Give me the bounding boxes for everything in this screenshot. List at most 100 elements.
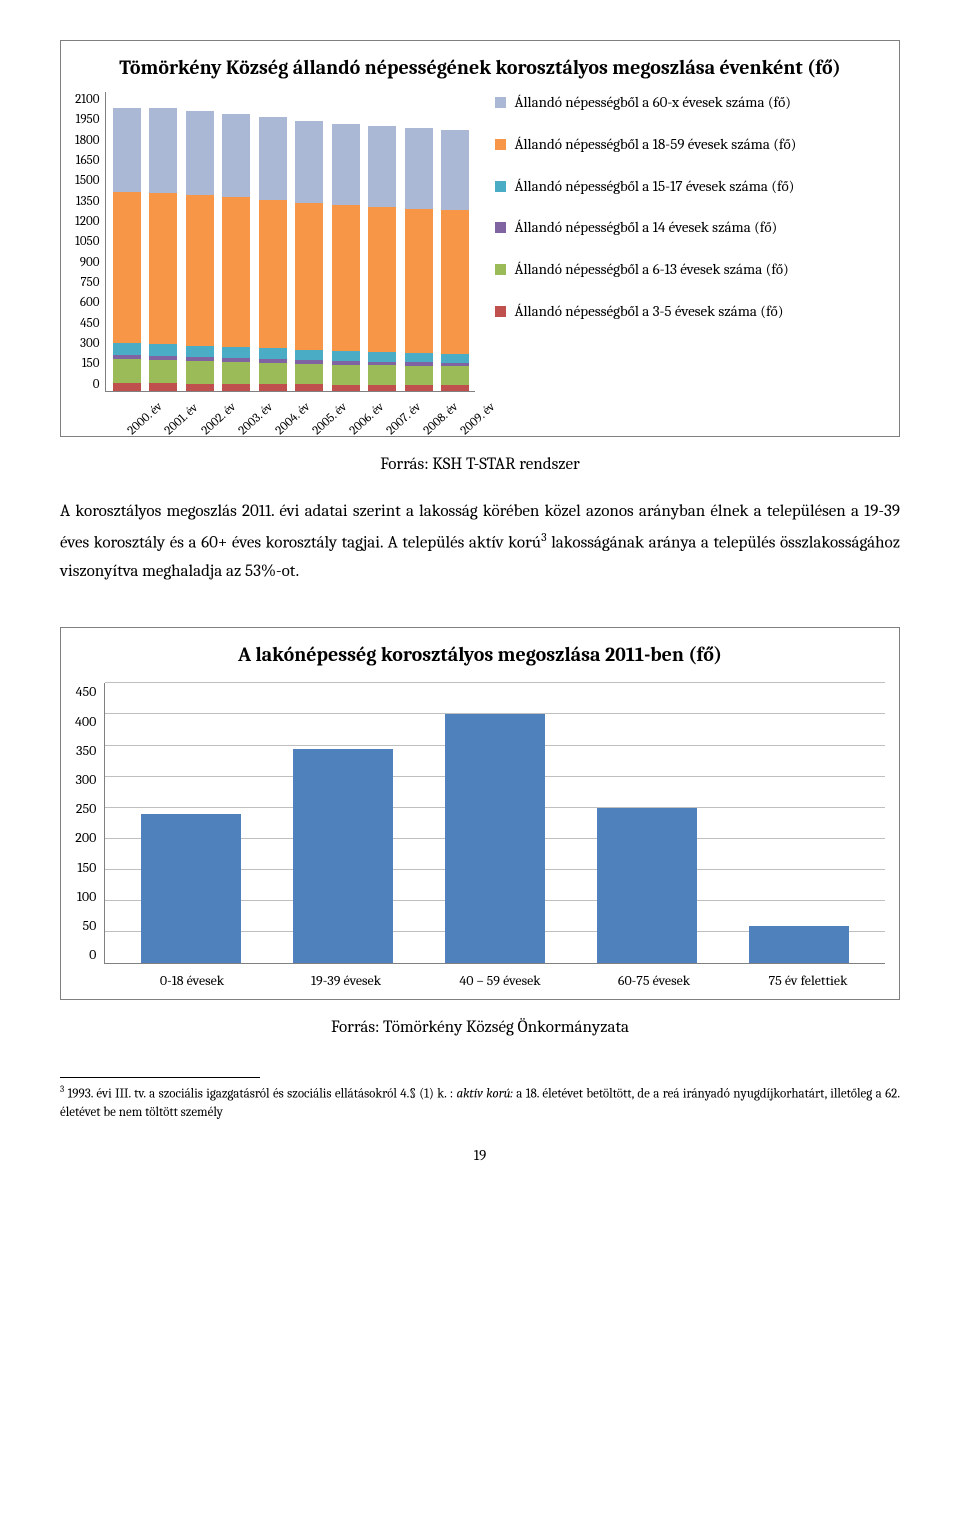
chart1-ytick: 450 [75, 316, 99, 331]
legend-item: Állandó népességből a 14 évesek száma (f… [495, 217, 885, 239]
chart2-ytick: 250 [75, 800, 96, 817]
body-paragraph: A korosztályos megoszlás 2011. évi adata… [60, 498, 900, 587]
chart1-segment [332, 385, 360, 391]
chart2-xtick: 19-39 évesek [296, 972, 396, 989]
population-by-age-2011-chart: A lakónépesség korosztályos megoszlása 2… [60, 627, 900, 1000]
chart1-segment [222, 347, 250, 358]
chart1-segment [368, 207, 396, 352]
legend-label: Állandó népességből a 18-59 évesek száma… [514, 134, 796, 156]
chart2-ytick: 350 [75, 742, 96, 759]
legend-swatch [495, 222, 506, 233]
chart2-ytick: 150 [75, 859, 96, 876]
chart1-segment [441, 366, 469, 385]
footnote-rule [60, 1077, 260, 1078]
legend-swatch [495, 306, 506, 317]
chart1-bar [295, 121, 323, 391]
chart1-segment [259, 200, 287, 349]
chart1-segment [405, 385, 433, 391]
chart2-source: Forrás: Tömörkény Község Önkormányzata [60, 1018, 900, 1037]
chart1-segment [149, 383, 177, 391]
chart1-bar [259, 117, 287, 391]
chart1-ytick: 150 [75, 356, 99, 371]
chart1-segment [186, 111, 214, 195]
chart1-bar [113, 108, 141, 391]
chart1-source: Forrás: KSH T-STAR rendszer [60, 455, 900, 474]
chart1-segment [186, 195, 214, 346]
chart2-plot-area [104, 683, 885, 964]
chart1-segment [405, 128, 433, 209]
chart1-bar [441, 130, 469, 391]
chart1-segment [441, 210, 469, 354]
chart1-bar [186, 111, 214, 391]
chart1-segment [186, 361, 214, 384]
chart1-segment [259, 348, 287, 359]
chart1-segment [295, 364, 323, 385]
chart1-bar [332, 124, 360, 391]
chart1-bar [222, 114, 250, 391]
population-by-age-year-chart: Tömörkény Község állandó népességének ko… [60, 40, 900, 437]
chart1-ytick: 1800 [75, 133, 99, 148]
chart1-segment [113, 343, 141, 354]
chart2-xtick: 0-18 évesek [142, 972, 242, 989]
footnote: 3 1993. évi III. tv. a szociális igazgat… [60, 1084, 900, 1122]
chart1-segment [441, 130, 469, 210]
chart1-ytick: 1050 [75, 234, 99, 249]
chart1-y-axis: 0150300450600750900105012001350150016501… [75, 92, 105, 392]
chart1-segment [368, 352, 396, 362]
legend-swatch [495, 139, 506, 150]
chart1-segment [368, 385, 396, 391]
chart1-segment [295, 384, 323, 391]
chart2-title: A lakónépesség korosztályos megoszlása 2… [75, 642, 885, 667]
legend-item: Állandó népességből a 15-17 évesek száma… [495, 176, 885, 198]
chart1-ytick: 2100 [75, 92, 99, 107]
chart1-title: Tömörkény Község állandó népességének ko… [75, 55, 885, 80]
legend-item: Állandó népességből a 3-5 évesek száma (… [495, 301, 885, 323]
chart1-segment [332, 124, 360, 205]
chart1-segment [441, 354, 469, 363]
chart1-ytick: 1950 [75, 112, 99, 127]
chart2-xtick: 60-75 évesek [604, 972, 704, 989]
chart2-ytick: 450 [75, 683, 96, 700]
chart1-ytick: 0 [75, 377, 99, 392]
legend-label: Állandó népességből a 6-13 évesek száma … [514, 259, 788, 281]
legend-item: Állandó népességből a 18-59 évesek száma… [495, 134, 885, 156]
chart2-ytick: 0 [75, 946, 96, 963]
chart1-segment [368, 126, 396, 207]
chart2-ytick: 400 [75, 713, 96, 730]
chart2-xtick: 40 – 59 évesek [450, 972, 550, 989]
chart1-ytick: 600 [75, 295, 99, 310]
chart1-ytick: 900 [75, 255, 99, 270]
chart1-ytick: 300 [75, 336, 99, 351]
chart1-segment [186, 346, 214, 357]
chart1-segment [149, 193, 177, 344]
chart1-x-axis: 2000. év2001. év2002. év2003. év2004. év… [105, 400, 475, 426]
chart1-segment [332, 351, 360, 361]
chart2-ytick: 50 [75, 917, 96, 934]
chart2-x-axis: 0-18 évesek 19-39 évesek 40 – 59 évesek 60-… [75, 972, 885, 989]
chart1-segment [113, 359, 141, 383]
legend-label: Állandó népességből a 15-17 évesek száma… [514, 176, 794, 198]
chart1-segment [368, 365, 396, 385]
legend-label: Állandó népességből a 60-x évesek száma … [514, 92, 791, 114]
chart2-ytick: 200 [75, 829, 96, 846]
chart1-ytick: 1500 [75, 173, 99, 188]
chart1-ytick: 1650 [75, 153, 99, 168]
legend-item: Állandó népességből a 6-13 évesek száma … [495, 259, 885, 281]
chart1-segment [259, 384, 287, 391]
chart2-ytick: 300 [75, 771, 96, 788]
chart2-bar [141, 814, 241, 963]
chart1-segment [113, 108, 141, 192]
chart1-xtick: 2000. év [117, 400, 155, 438]
chart1-bar [405, 128, 433, 391]
chart1-segment [259, 363, 287, 384]
chart2-bar [749, 926, 849, 963]
legend-label: Állandó népességből a 14 évesek száma (f… [514, 217, 777, 239]
page-number: 19 [60, 1146, 900, 1164]
chart1-segment [222, 114, 250, 198]
chart2-gridline [105, 682, 885, 683]
chart1-segment [332, 205, 360, 351]
legend-swatch [495, 181, 506, 192]
chart1-segment [149, 108, 177, 192]
chart1-segment [405, 366, 433, 385]
chart2-ytick: 100 [75, 888, 96, 905]
